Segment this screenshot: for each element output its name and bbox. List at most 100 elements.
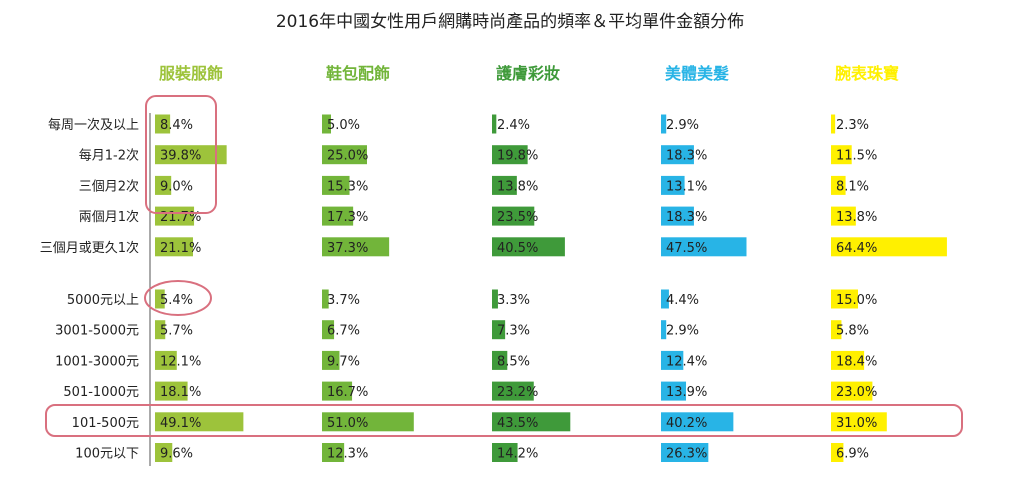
value-label-amount-r3-c5: 18.4% (836, 354, 877, 369)
bar-frequency-r5-c2 (322, 237, 390, 257)
value-label-frequency-r1-c3: 2.4% (497, 118, 530, 133)
value-label-frequency-r3-c2: 15.3% (327, 179, 368, 194)
value-label-frequency-r3-c5: 8.1% (836, 179, 869, 194)
bar-amount-r5-c5 (831, 412, 887, 432)
value-label-frequency-r2-c1: 39.8% (160, 149, 201, 164)
value-label-amount-r1-c2: 3.7% (327, 293, 360, 308)
row-label-amount-3: 1001-3000元 (55, 354, 139, 369)
bar-amount-r2-c2 (322, 320, 335, 340)
bar-amount-r1-c5 (831, 289, 858, 309)
row-label-amount-6: 100元以下 (75, 447, 139, 462)
bar-frequency-r2-c2 (322, 145, 367, 165)
bar-amount-r4-c4 (661, 381, 687, 401)
bar-amount-r4-c2 (322, 381, 353, 401)
value-label-frequency-r1-c5: 2.3% (836, 118, 869, 133)
value-label-amount-r2-c4: 2.9% (666, 324, 699, 339)
column-header-2: 鞋包配飾 (326, 64, 390, 83)
bar-frequency-r1-c5 (831, 114, 836, 134)
bar-amount-r3-c1 (155, 350, 177, 370)
bar-amount-r4-c5 (831, 381, 873, 401)
value-label-amount-r6-c2: 12.3% (327, 447, 368, 462)
bar-amount-r5-c1 (155, 412, 244, 432)
value-label-amount-r5-c3: 43.5% (497, 416, 538, 431)
value-label-amount-r4-c1: 18.1% (160, 385, 201, 400)
bar-amount-r6-c2 (322, 443, 345, 462)
value-label-amount-r5-c4: 40.2% (666, 416, 707, 431)
value-label-amount-r3-c1: 12.1% (160, 354, 201, 369)
bar-frequency-r5-c1 (155, 237, 193, 257)
value-label-amount-r6-c3: 14.2% (497, 447, 538, 462)
bar-frequency-r5-c4 (661, 237, 747, 257)
value-label-frequency-r1-c1: 8.4% (160, 118, 193, 133)
value-label-frequency-r3-c4: 13.1% (666, 179, 707, 194)
bar-frequency-r5-c5 (831, 237, 947, 257)
value-label-frequency-r2-c3: 19.8% (497, 149, 538, 164)
bar-frequency-r1-c4 (661, 114, 667, 134)
row-label-frequency-4: 兩個月1次 (79, 209, 139, 225)
highlight-box-frequency (145, 95, 217, 214)
value-label-frequency-r3-c3: 13.8% (497, 179, 538, 194)
value-label-amount-r2-c1: 5.7% (160, 324, 193, 339)
value-label-frequency-r4-c2: 17.3% (327, 210, 368, 225)
bar-frequency-r4-c1 (155, 206, 195, 226)
bar-amount-r1-c1 (155, 289, 165, 309)
value-label-amount-r4-c5: 23.0% (836, 385, 877, 400)
value-label-amount-r1-c1: 5.4% (160, 293, 193, 308)
value-label-frequency-r2-c2: 25.0% (327, 149, 368, 164)
row-label-amount-5: 101-500元 (72, 416, 139, 431)
value-label-frequency-r2-c4: 18.3% (666, 149, 707, 164)
bar-amount-r4-c1 (155, 381, 188, 401)
value-label-frequency-r3-c1: 9.0% (160, 179, 193, 194)
value-label-amount-r3-c4: 12.4% (666, 354, 707, 369)
bar-amount-r6-c3 (492, 443, 518, 462)
bar-frequency-r4-c3 (492, 206, 535, 226)
value-label-frequency-r1-c2: 5.0% (327, 118, 360, 133)
bar-amount-r3-c4 (661, 350, 684, 370)
bar-amount-r1-c3 (492, 289, 498, 309)
value-label-amount-r5-c2: 51.0% (327, 416, 368, 431)
bar-amount-r5-c4 (661, 412, 734, 432)
value-label-amount-r5-c5: 31.0% (836, 416, 877, 431)
bar-frequency-r1-c2 (322, 114, 331, 134)
column-header-3: 護膚彩妝 (496, 64, 560, 83)
bar-amount-r6-c1 (155, 443, 173, 462)
bar-amount-r5-c3 (492, 412, 571, 432)
bar-frequency-r3-c1 (155, 175, 172, 195)
value-label-amount-r3-c2: 9.7% (327, 354, 360, 369)
value-label-amount-r1-c3: 3.3% (497, 293, 530, 308)
value-label-frequency-r1-c4: 2.9% (666, 118, 699, 133)
highlight-circle-5000 (144, 280, 212, 316)
value-label-frequency-r5-c2: 37.3% (327, 241, 368, 256)
value-label-amount-r6-c5: 6.9% (836, 447, 869, 462)
bar-frequency-r4-c5 (831, 206, 856, 226)
value-label-frequency-r5-c3: 40.5% (497, 241, 538, 256)
bar-frequency-r3-c2 (322, 175, 350, 195)
value-label-amount-r1-c5: 15.0% (836, 293, 877, 308)
value-label-frequency-r5-c5: 64.4% (836, 241, 877, 256)
value-label-amount-r2-c3: 7.3% (497, 324, 530, 339)
value-label-amount-r6-c4: 26.3% (666, 447, 707, 462)
bar-amount-r2-c1 (155, 320, 166, 340)
bar-amount-r4-c3 (492, 381, 534, 401)
bar-frequency-r3-c3 (492, 175, 517, 195)
column-header-4: 美體美髮 (665, 64, 729, 83)
value-label-frequency-r4-c3: 23.5% (497, 210, 538, 225)
value-label-frequency-r5-c1: 21.1% (160, 241, 201, 256)
value-label-amount-r4-c2: 16.7% (327, 385, 368, 400)
bar-frequency-r2-c5 (831, 145, 852, 165)
row-label-frequency-1: 每周一次及以上 (48, 117, 139, 133)
bar-amount-r3-c2 (322, 350, 340, 370)
value-label-frequency-r4-c4: 18.3% (666, 210, 707, 225)
bar-amount-r2-c3 (492, 320, 506, 340)
bar-frequency-r3-c4 (661, 175, 685, 195)
bar-amount-r6-c5 (831, 443, 844, 462)
value-label-frequency-r5-c4: 47.5% (666, 241, 707, 256)
row-label-frequency-2: 每月1-2次 (79, 148, 139, 164)
value-label-amount-r3-c3: 8.5% (497, 354, 530, 369)
column-header-1: 服裝服飾 (159, 64, 223, 83)
bar-frequency-r2-c3 (492, 145, 528, 165)
bar-frequency-r3-c5 (831, 175, 846, 195)
bar-amount-r3-c5 (831, 350, 865, 370)
